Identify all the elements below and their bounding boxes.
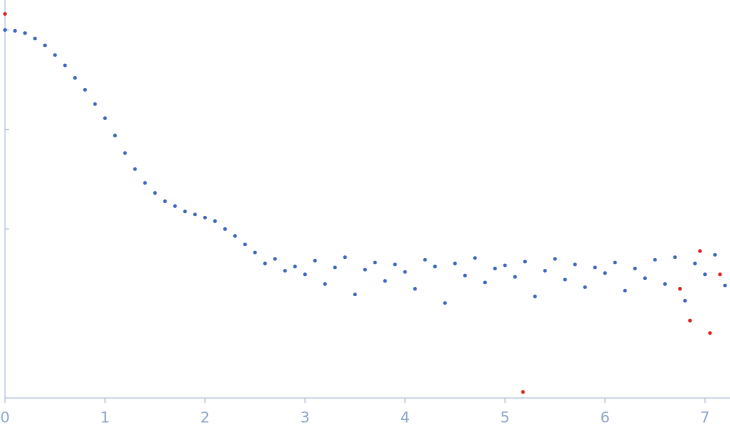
point xyxy=(713,252,717,257)
point xyxy=(708,331,712,335)
point xyxy=(273,257,277,261)
point xyxy=(403,270,407,274)
point xyxy=(353,292,357,297)
point xyxy=(443,301,447,305)
point xyxy=(123,151,127,155)
point xyxy=(688,318,692,323)
point xyxy=(3,12,7,16)
point xyxy=(718,272,722,277)
point xyxy=(678,287,682,291)
point xyxy=(303,272,307,277)
point xyxy=(343,255,347,260)
point xyxy=(83,88,87,92)
point xyxy=(13,29,17,33)
point xyxy=(33,36,37,41)
point xyxy=(703,272,707,277)
point xyxy=(253,250,257,255)
point xyxy=(543,268,547,273)
point xyxy=(563,277,567,282)
point xyxy=(433,264,437,269)
point xyxy=(223,227,227,231)
point xyxy=(23,31,27,35)
point xyxy=(593,265,597,270)
point xyxy=(643,276,647,280)
point xyxy=(553,257,557,261)
point xyxy=(323,282,327,286)
point xyxy=(523,259,527,264)
point xyxy=(313,258,317,263)
point xyxy=(73,76,77,80)
point xyxy=(363,267,367,272)
point xyxy=(333,265,337,270)
point xyxy=(3,28,7,32)
point xyxy=(293,264,297,269)
point xyxy=(183,209,187,214)
point xyxy=(153,191,157,195)
point xyxy=(143,181,147,185)
point xyxy=(493,266,497,271)
point xyxy=(613,260,617,265)
point xyxy=(243,242,247,247)
x-tick-label: 2 xyxy=(200,409,210,427)
point xyxy=(213,219,217,223)
point xyxy=(63,63,67,68)
point xyxy=(413,287,417,291)
point xyxy=(503,263,507,268)
point xyxy=(693,261,697,266)
point xyxy=(173,204,177,208)
point xyxy=(513,275,517,279)
point xyxy=(103,116,107,120)
point xyxy=(573,262,577,267)
point xyxy=(203,215,207,220)
point xyxy=(533,294,537,299)
point xyxy=(53,53,57,57)
point xyxy=(43,43,47,48)
point xyxy=(723,283,727,288)
point xyxy=(193,212,197,217)
point xyxy=(698,249,702,253)
point xyxy=(393,262,397,267)
point xyxy=(113,133,117,138)
point xyxy=(673,255,677,260)
point xyxy=(521,390,525,394)
point xyxy=(463,273,467,278)
point xyxy=(373,260,377,265)
point xyxy=(603,271,607,275)
x-tick-label: 3 xyxy=(300,409,310,427)
point xyxy=(93,102,97,106)
x-tick-label: 6 xyxy=(600,409,610,427)
x-tick-label: 4 xyxy=(400,409,410,427)
point xyxy=(633,266,637,271)
x-tick-label: 1 xyxy=(100,409,110,427)
point xyxy=(683,298,687,303)
point xyxy=(473,256,477,260)
point xyxy=(623,288,627,293)
point xyxy=(383,279,387,283)
point xyxy=(423,257,427,262)
x-tick-label: 0 xyxy=(0,409,10,427)
point xyxy=(283,268,287,273)
point xyxy=(163,199,167,204)
point xyxy=(133,167,137,171)
point xyxy=(233,234,237,238)
x-tick-label: 7 xyxy=(700,409,710,427)
point xyxy=(453,261,457,266)
x-tick-label: 5 xyxy=(500,409,510,427)
point xyxy=(663,282,667,286)
point xyxy=(653,257,657,262)
point xyxy=(583,285,587,289)
point xyxy=(263,261,267,266)
point xyxy=(483,280,487,285)
